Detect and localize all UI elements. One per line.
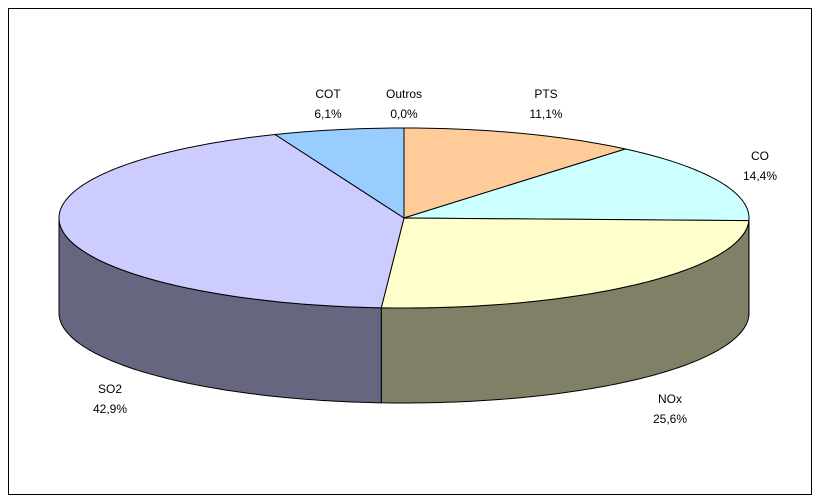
- pie-slice: [58, 134, 405, 309]
- slice-label-name: SO2: [98, 382, 122, 396]
- slice-label-name: CO: [751, 149, 769, 163]
- pie-slice: [403, 127, 628, 219]
- slice-label-name: Outros: [386, 87, 422, 101]
- slice-label-value: 42,9%: [93, 402, 127, 416]
- slice-label-value: 25,6%: [653, 412, 687, 426]
- slice-label-value: 11,1%: [529, 107, 562, 121]
- slice-label-value: 14,4%: [743, 169, 777, 183]
- slice-label-name: NOx: [658, 392, 682, 406]
- slice-label-name: PTS: [534, 87, 557, 101]
- pie-slice: [403, 148, 750, 222]
- pie-slice: [273, 127, 405, 219]
- pie-slice: [380, 217, 750, 309]
- slice-label-name: COT: [315, 87, 341, 101]
- slice-label-value: 6,1%: [314, 107, 342, 121]
- slice-label-value: 0,0%: [390, 107, 418, 121]
